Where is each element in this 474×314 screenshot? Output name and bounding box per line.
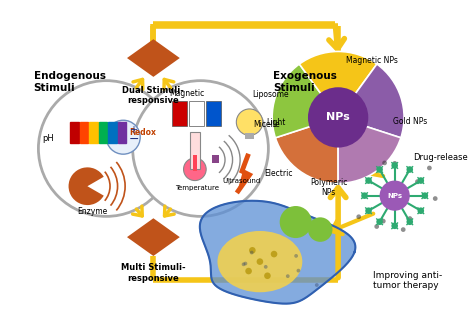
Ellipse shape [218, 231, 302, 292]
Text: Improving anti-
tumor therapy: Improving anti- tumor therapy [373, 271, 442, 290]
Text: −: − [129, 133, 139, 146]
Circle shape [297, 269, 301, 273]
Text: Ultrasound: Ultrasound [223, 178, 261, 184]
Circle shape [407, 166, 413, 173]
Wedge shape [275, 117, 338, 183]
Circle shape [408, 216, 412, 221]
Bar [89, 122, 98, 143]
Text: +: + [129, 125, 137, 135]
Polygon shape [200, 201, 356, 304]
Circle shape [237, 109, 263, 135]
Wedge shape [338, 117, 401, 183]
Circle shape [374, 224, 379, 229]
Text: Gold NPs: Gold NPs [393, 117, 427, 126]
Circle shape [433, 196, 438, 201]
Circle shape [381, 219, 386, 224]
Circle shape [382, 160, 387, 165]
Bar [108, 122, 117, 143]
Circle shape [264, 265, 268, 269]
Circle shape [380, 181, 410, 211]
Text: Temperature: Temperature [175, 185, 219, 191]
Circle shape [392, 223, 398, 229]
Bar [245, 133, 254, 139]
Bar [172, 101, 187, 126]
Circle shape [365, 208, 372, 214]
Circle shape [294, 254, 298, 258]
Circle shape [106, 120, 140, 154]
Circle shape [133, 81, 268, 216]
Circle shape [242, 263, 246, 266]
Circle shape [244, 262, 247, 265]
Circle shape [365, 177, 372, 184]
Bar [212, 155, 219, 163]
Text: NPs: NPs [387, 193, 402, 199]
Text: Enzyme: Enzyme [77, 208, 107, 216]
Circle shape [401, 227, 406, 232]
Circle shape [421, 192, 428, 199]
Bar [206, 101, 221, 126]
Polygon shape [127, 218, 180, 256]
Text: Dual Stimuli-
responsive: Dual Stimuli- responsive [122, 86, 184, 106]
Bar [99, 122, 107, 143]
Text: Magnetic NPs: Magnetic NPs [346, 56, 398, 65]
Bar [189, 101, 204, 126]
Text: pH: pH [42, 134, 54, 143]
Wedge shape [300, 51, 377, 117]
Bar [118, 122, 126, 143]
Text: Redox: Redox [129, 128, 156, 137]
Circle shape [361, 192, 368, 199]
Circle shape [183, 158, 206, 181]
Circle shape [376, 166, 383, 173]
Circle shape [280, 206, 312, 238]
Circle shape [308, 87, 368, 148]
Circle shape [38, 81, 174, 216]
Bar [193, 155, 197, 169]
Polygon shape [127, 39, 180, 77]
Circle shape [249, 247, 255, 254]
Circle shape [392, 162, 398, 169]
Circle shape [415, 179, 420, 184]
Text: Endogenous
Stimuli: Endogenous Stimuli [34, 71, 106, 93]
Text: Electric: Electric [264, 169, 293, 177]
Circle shape [427, 165, 432, 170]
Circle shape [315, 283, 319, 287]
Text: NPs: NPs [326, 112, 350, 122]
Circle shape [418, 177, 424, 184]
Circle shape [308, 217, 332, 242]
Circle shape [250, 251, 254, 254]
Bar [80, 122, 88, 143]
Bar [193, 158, 197, 171]
Text: Magnetic: Magnetic [170, 89, 205, 98]
Circle shape [245, 268, 252, 274]
Text: Micelle: Micelle [253, 121, 280, 129]
Circle shape [286, 274, 290, 278]
Circle shape [271, 251, 277, 257]
Circle shape [392, 161, 397, 166]
Wedge shape [338, 64, 404, 138]
Polygon shape [238, 156, 249, 191]
Text: Light: Light [266, 118, 286, 127]
Circle shape [376, 219, 383, 225]
Wedge shape [272, 64, 338, 138]
Circle shape [418, 208, 424, 214]
Text: Multi Stimuli-
responsive: Multi Stimuli- responsive [121, 263, 186, 283]
Circle shape [356, 214, 361, 219]
Circle shape [264, 273, 271, 279]
Text: Polymeric
NPs: Polymeric NPs [310, 178, 347, 197]
Circle shape [407, 219, 413, 225]
Text: Drug-release: Drug-release [413, 153, 468, 161]
Bar [71, 122, 79, 143]
Wedge shape [69, 167, 104, 205]
Text: Liposome: Liposome [253, 90, 289, 99]
Text: Exogenous
Stimuli: Exogenous Stimuli [273, 71, 337, 93]
Bar [190, 132, 200, 169]
Circle shape [256, 258, 263, 265]
